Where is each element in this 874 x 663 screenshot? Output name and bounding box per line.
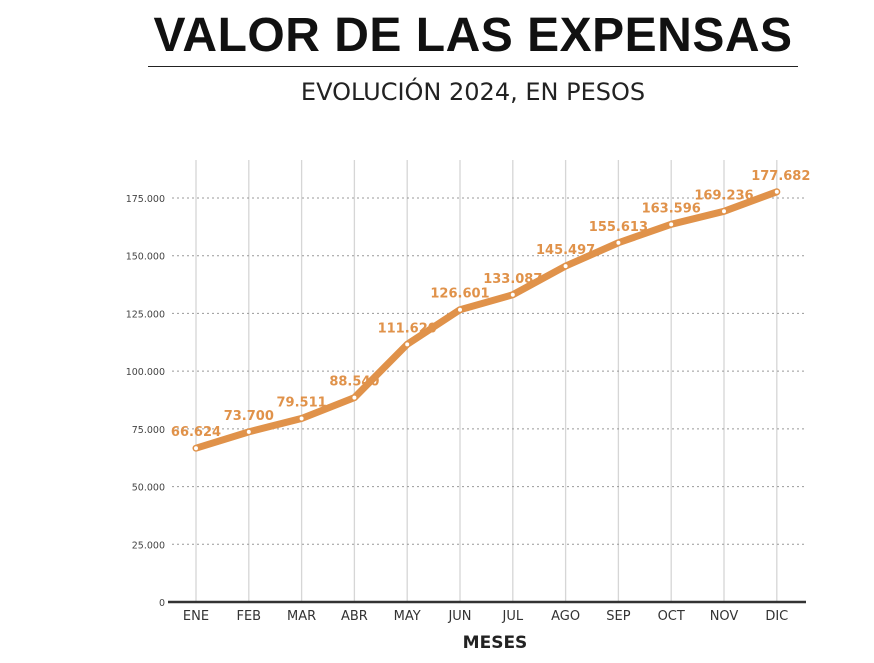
x-tick-label: JUL	[502, 609, 524, 624]
data-point	[669, 222, 674, 227]
series-line	[192, 188, 781, 452]
data-label: 111.620	[378, 321, 437, 336]
y-tick-label: 25.000	[132, 540, 165, 551]
data-label: 133.087	[483, 272, 542, 287]
y-tick-label: 75.000	[132, 425, 165, 436]
x-tick-label: SEP	[606, 609, 630, 624]
y-tick-label: 175.000	[126, 194, 165, 205]
data-point	[405, 342, 410, 347]
data-point	[246, 429, 251, 434]
data-point	[774, 189, 779, 194]
title-divider	[148, 66, 798, 67]
data-label: 66.624	[171, 425, 221, 440]
x-tick-label: ABR	[341, 609, 368, 624]
y-tick-label: 100.000	[126, 367, 165, 378]
x-tick-label: AGO	[551, 609, 580, 624]
y-tick-label: 150.000	[126, 252, 165, 263]
data-label: 169.236	[694, 188, 753, 203]
data-label: 73.700	[224, 409, 274, 424]
data-point	[352, 395, 357, 400]
x-tick-label: MAR	[287, 609, 316, 624]
x-tick-label: MAY	[394, 609, 421, 624]
data-label: 126.601	[430, 287, 489, 302]
data-point	[563, 264, 568, 269]
data-point	[510, 292, 515, 297]
data-label: 79.511	[277, 395, 327, 410]
y-tick-label: 125.000	[126, 309, 165, 320]
data-point	[194, 446, 198, 451]
y-tick-label: 50.000	[132, 483, 165, 494]
data-point	[616, 240, 621, 245]
x-tick-label: FEB	[236, 609, 261, 624]
data-point	[722, 209, 726, 214]
x-tick-label: JUN	[447, 609, 471, 624]
data-point	[299, 416, 304, 421]
data-label: 177.682	[751, 169, 810, 184]
chart-subtitle: EVOLUCIÓN 2024, EN PESOS	[300, 78, 646, 106]
data-label: 88.540	[329, 375, 379, 390]
data-label: 145.497	[536, 243, 595, 258]
chart-title: VALOR DE LAS EXPENSAS	[153, 9, 793, 62]
data-label: 155.613	[589, 220, 648, 235]
x-tick-label: NOV	[710, 609, 739, 624]
x-tick-label: OCT	[658, 609, 685, 624]
data-point	[458, 307, 462, 312]
data-label: 163.596	[642, 201, 701, 216]
y-tick-label: 0	[159, 598, 165, 609]
x-tick-label: DIC	[765, 609, 788, 624]
x-axis-title: MESES	[463, 633, 528, 653]
x-tick-label: ENE	[183, 609, 209, 624]
